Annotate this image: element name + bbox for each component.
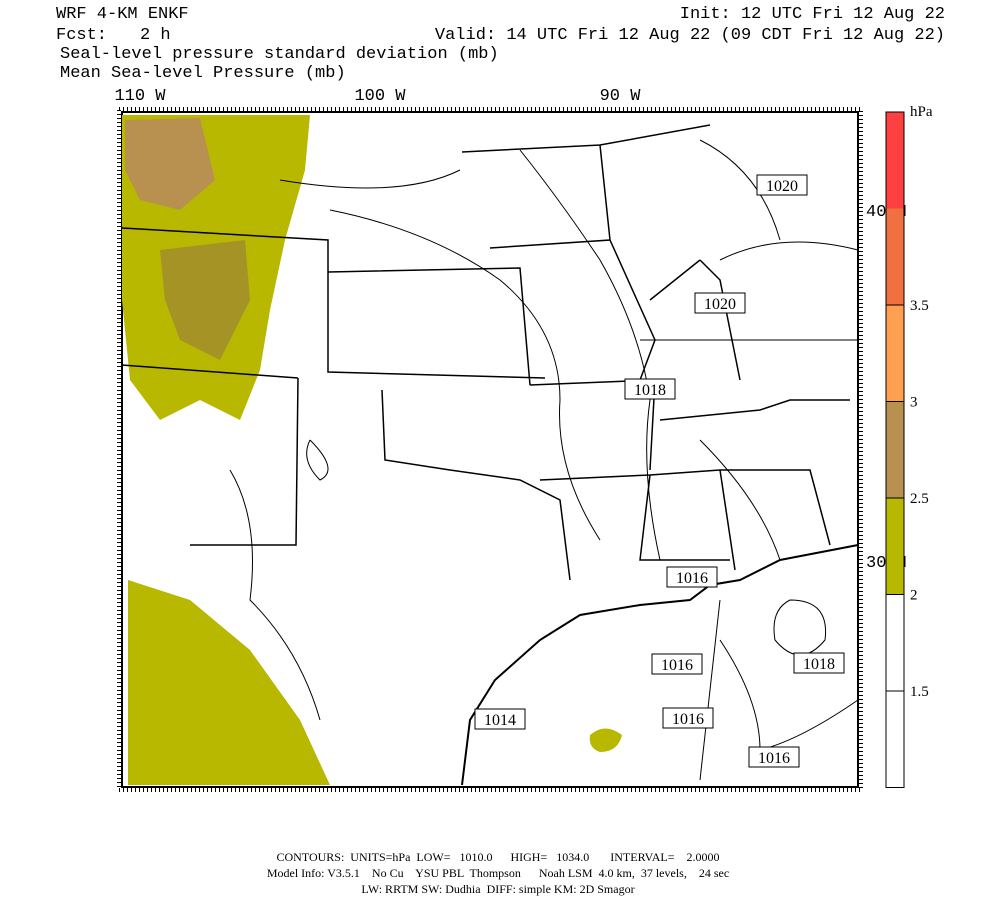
- forecast-value: 2 h: [140, 26, 171, 45]
- colorbar-segment: [886, 112, 904, 209]
- contour-label-box: [624, 378, 676, 400]
- footer-text: Model Info: V3.5.1 No Cu YSU PBL Thompso…: [267, 866, 729, 880]
- shaded-area: [589, 728, 622, 752]
- contour-label: 1016: [672, 711, 704, 728]
- contour-label-box: [662, 707, 714, 729]
- contour-label: 1018: [634, 382, 666, 399]
- colorbar-unit: hPa: [910, 104, 933, 120]
- shaded-area: [160, 240, 250, 360]
- contour-label: 1016: [661, 657, 693, 674]
- field-title: Seal-level pressure standard deviation (…: [60, 45, 499, 64]
- colorbar-tick-label: 1.5: [910, 684, 929, 700]
- colorbar-segment: [886, 401, 904, 498]
- longitude-label: 90 W: [600, 87, 642, 106]
- contour-label-box: [756, 174, 808, 196]
- colorbar-segment: [886, 208, 904, 305]
- footer-text: LW: RRTM SW: Dudhia DIFF: simple KM: 2D …: [361, 882, 634, 896]
- contour-label-box: [666, 566, 718, 588]
- contour-label: 1020: [704, 296, 736, 313]
- contour-label-box: [694, 292, 746, 314]
- coastline: [461, 544, 859, 786]
- colorbar-segment: [886, 594, 904, 691]
- colorbar-tick-label: 3.5: [910, 298, 929, 314]
- shaded-area: [125, 118, 215, 210]
- contour-label-box: [651, 653, 703, 675]
- contour-label: 1016: [676, 570, 708, 587]
- colorbar-tick-label: 2: [910, 588, 918, 604]
- contour-label: 1018: [803, 656, 835, 673]
- init-time: Init: 12 UTC Fri 12 Aug 22: [680, 5, 945, 24]
- contour-label: 1016: [758, 750, 790, 767]
- colorbar-tick-label: 2.5: [910, 491, 929, 507]
- colorbar-segment: [886, 498, 904, 595]
- contour-label-box: [474, 708, 526, 730]
- valid-time: Valid: 14 UTC Fri 12 Aug 22 (09 CDT Fri …: [435, 26, 945, 45]
- shaded-area: [128, 580, 330, 785]
- longitude-label: 110 W: [114, 87, 166, 106]
- colorbar-frame: [885, 111, 905, 788]
- contour-label-box: [748, 746, 800, 768]
- map: [117, 107, 863, 792]
- contour-label-box: [793, 652, 845, 674]
- contour-label: 1014: [484, 712, 516, 729]
- colorbar-segment: [886, 305, 904, 402]
- field-title: Mean Sea-level Pressure (mb): [60, 64, 346, 83]
- model-title: WRF 4-KM ENKF: [56, 5, 189, 24]
- longitude-label: 100 W: [354, 87, 406, 106]
- contour-label: 1020: [766, 178, 798, 195]
- footer-text: CONTOURS: UNITS=hPa LOW= 1010.0 HIGH= 10…: [277, 850, 720, 864]
- colorbar-segment: [886, 691, 904, 788]
- colorbar-tick-label: 3: [910, 395, 918, 411]
- forecast-label: Fcst:: [56, 26, 107, 45]
